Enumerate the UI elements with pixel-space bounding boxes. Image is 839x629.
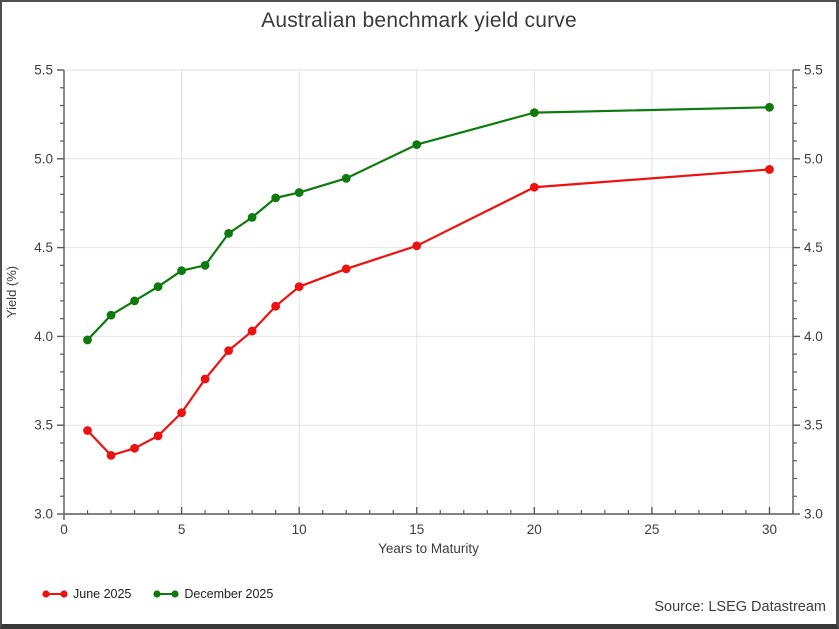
y-tick-label-right: 4.0 (804, 329, 823, 344)
line-dot-marker-icon (153, 590, 179, 598)
y-tick-label: 4.0 (34, 329, 53, 344)
data-point (106, 450, 116, 460)
data-point (341, 264, 351, 274)
gridlines (64, 69, 793, 514)
data-point (271, 301, 281, 311)
data-point (106, 310, 116, 320)
x-tick-label: 15 (409, 522, 424, 537)
source-label: Source: LSEG Datastream (654, 599, 826, 615)
data-point (200, 260, 210, 270)
x-axis-label: Years to Maturity (378, 541, 479, 556)
data-point (765, 165, 774, 174)
data-point (83, 426, 92, 435)
data-point (153, 282, 163, 292)
x-tick-label: 30 (762, 522, 777, 537)
data-point (224, 228, 234, 238)
x-tick-label: 20 (527, 522, 542, 537)
x-tick-label: 25 (644, 522, 659, 537)
data-point (412, 241, 422, 251)
chart-title: Australian benchmark yield curve (261, 9, 577, 32)
y-tick-label: 3.5 (34, 418, 53, 433)
series-december-2025 (83, 102, 774, 345)
y-tick-label: 3.0 (34, 507, 53, 522)
line-dot-marker-icon (42, 590, 68, 598)
axis-titles: Years to Maturity Yield (%) (4, 266, 479, 556)
data-point (83, 335, 92, 345)
x-tick-label: 10 (292, 522, 307, 537)
y-axis-label: Yield (%) (4, 266, 19, 318)
y-tick-label: 5.5 (34, 63, 53, 78)
y-tick-label: 4.5 (34, 240, 53, 255)
legend-item-december-2025: December 2025 (153, 587, 273, 601)
x-tick-label: 5 (178, 522, 186, 537)
y-tick-label-right: 5.5 (804, 63, 823, 78)
y-tick-label-right: 3.0 (804, 507, 823, 522)
data-point (130, 443, 139, 453)
axes (63, 70, 794, 520)
data-point (224, 346, 234, 356)
data-point (153, 431, 163, 441)
data-point (294, 282, 304, 292)
ticks (57, 69, 800, 515)
legend-label: December 2025 (184, 587, 274, 601)
data-point (529, 182, 539, 192)
legend: June 2025 December 2025 (42, 587, 273, 601)
y-tick-label-right: 5.0 (804, 151, 823, 166)
y-tick-label-right: 4.5 (804, 240, 823, 255)
legend-item-june-2025: June 2025 (42, 587, 131, 601)
data-point (294, 188, 304, 197)
x-tick-label: 0 (60, 522, 68, 537)
data-point (177, 408, 186, 418)
series-june-2025 (83, 165, 774, 460)
data-point (412, 140, 422, 149)
data-point (177, 266, 186, 276)
data-point (341, 173, 351, 183)
data-point (765, 102, 774, 112)
data-point (247, 213, 257, 222)
legend-label: June 2025 (73, 587, 132, 601)
tick-labels: 0 5 10 15 20 25 30 3.0 3.0 3.5 3.5 4.0 4.0 4.5 4.5 5.0 5… (34, 63, 823, 538)
data-point (130, 296, 139, 306)
data-point (271, 193, 281, 203)
y-tick-label-right: 3.5 (804, 418, 823, 433)
data-point (529, 108, 539, 118)
data-point (200, 374, 210, 384)
data-point (247, 326, 257, 336)
y-tick-label: 5.0 (34, 151, 53, 166)
